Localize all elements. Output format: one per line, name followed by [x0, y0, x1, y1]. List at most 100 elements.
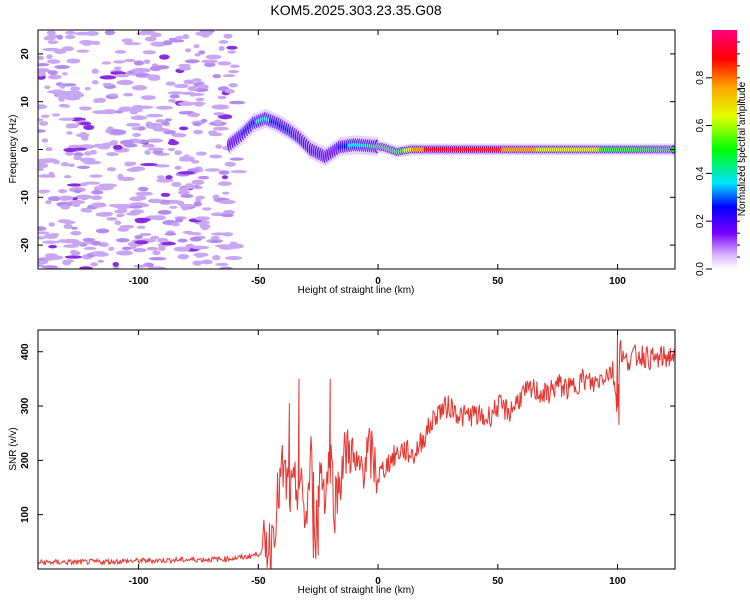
noise-speck — [117, 227, 130, 232]
noise-speck — [38, 236, 47, 240]
noise-speck — [85, 31, 99, 36]
noise-speck — [120, 139, 134, 146]
noise-speck — [91, 190, 104, 195]
noise-speck — [113, 66, 122, 70]
noise-speck — [212, 194, 220, 200]
noise-speck — [91, 80, 99, 85]
noise-speck — [148, 257, 167, 261]
noise-speck — [168, 98, 176, 103]
noise-speck — [92, 110, 109, 114]
noise-speck — [83, 181, 101, 185]
spectrogram-y-ticks: -20 -10 0 10 20 — [20, 48, 675, 252]
snr-series-line — [38, 330, 675, 569]
noise-speck — [127, 70, 135, 75]
noise-speck — [178, 126, 189, 131]
noise-speck — [140, 95, 156, 100]
noise-speck — [174, 150, 183, 156]
noise-speck — [195, 195, 205, 200]
noise-speck — [182, 230, 193, 234]
noise-speck — [41, 240, 60, 244]
noise-speck — [176, 200, 185, 206]
noise-speck — [204, 168, 221, 172]
noise-speck — [201, 59, 219, 64]
noise-speck — [173, 246, 191, 252]
noise-speck — [152, 150, 164, 155]
noise-speck — [144, 149, 151, 155]
noise-speck — [40, 114, 50, 118]
noise-speck — [114, 73, 130, 78]
noise-speck — [64, 34, 76, 40]
noise-speck — [228, 100, 246, 105]
noise-speck — [73, 155, 82, 161]
noise-speck — [64, 255, 83, 259]
noise-speck — [174, 84, 189, 89]
noise-speck — [212, 255, 221, 261]
noise-speck — [53, 48, 67, 55]
noise-speck — [227, 50, 237, 54]
noise-speck — [116, 213, 125, 217]
noise-speck — [100, 185, 114, 191]
noise-speck — [43, 255, 57, 261]
spectrogram-ytick-label: 0 — [20, 146, 31, 152]
noise-speck — [129, 205, 143, 209]
noise-speck — [47, 40, 59, 45]
colorbar: 0.0 0.2 0.4 0.6 0.8 Normalized spectral ampl… — [695, 30, 748, 276]
noise-speck — [212, 74, 222, 79]
noise-speck — [99, 242, 109, 248]
noise-speck — [157, 209, 172, 215]
noise-speck — [217, 181, 232, 186]
noise-speck — [91, 40, 101, 45]
noise-speck — [114, 50, 127, 54]
noise-speck — [95, 228, 110, 234]
noise-speck — [66, 123, 79, 129]
noise-speck — [63, 147, 77, 153]
noise-speck — [108, 246, 115, 251]
noise-speck — [209, 239, 223, 244]
noise-speck — [62, 83, 77, 87]
noise-speck — [139, 203, 150, 208]
noise-speck — [58, 103, 68, 108]
snr-ytick-label: 200 — [20, 452, 31, 469]
noise-speck — [66, 183, 83, 187]
noise-speck — [131, 85, 148, 91]
noise-speck — [222, 74, 236, 78]
noise-speck — [38, 104, 48, 110]
noise-speck — [146, 124, 163, 130]
noise-speck — [194, 53, 201, 57]
noise-speck — [56, 34, 63, 40]
colorbar-gradient — [712, 30, 737, 269]
noise-speck — [91, 240, 102, 246]
noise-speck — [130, 166, 146, 172]
noise-speck — [201, 207, 212, 211]
spectrogram-xtick-label: -50 — [251, 276, 266, 287]
spectrogram-xtick-label: 0 — [375, 276, 381, 287]
noise-speck — [151, 266, 167, 269]
noise-speck — [156, 175, 165, 180]
noise-speck — [126, 122, 141, 127]
noise-speck — [224, 255, 243, 261]
noise-speck — [136, 126, 146, 131]
noise-speck — [136, 31, 152, 36]
noise-speck — [197, 175, 210, 180]
noise-speck — [96, 97, 106, 103]
noise-speck — [106, 152, 119, 157]
noise-speck — [58, 94, 75, 99]
noise-speck — [89, 149, 98, 155]
colorbar-label: Normalized spectral amplitude — [737, 81, 748, 216]
noise-speck — [222, 209, 235, 215]
noise-speck — [126, 212, 140, 216]
noise-speck — [211, 104, 230, 110]
noise-speck — [213, 112, 225, 116]
noise-speckle-layer — [38, 30, 248, 269]
figure-title: KOM5.2025.303.23.35.G08 — [270, 2, 441, 18]
noise-speck — [218, 245, 235, 250]
noise-speck — [139, 232, 152, 237]
noise-speck — [41, 138, 49, 143]
noise-speck — [48, 244, 58, 249]
noise-speck — [194, 216, 211, 221]
noise-speck — [118, 106, 133, 112]
spectrogram-ytick-label: -20 — [20, 237, 31, 252]
noise-speck — [76, 165, 91, 169]
noise-speck — [132, 132, 142, 138]
